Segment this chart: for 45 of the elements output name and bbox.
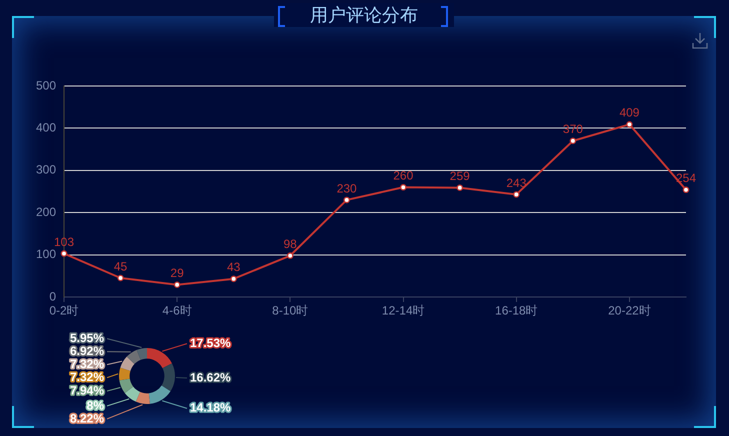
x-tick-label: 12-14时 [382,304,425,318]
data-label: 8% [86,398,104,412]
y-tick-label: 300 [36,162,56,177]
point [343,196,350,204]
data-label: 230 [336,181,358,196]
data-label: 7.32% [70,356,104,371]
y-tick-label: 0 [49,289,56,304]
data-label: 7.32% [70,370,104,384]
point [570,138,576,144]
data-label: 43 [226,260,241,274]
y-tick-label: 100 [36,247,56,262]
y-tick-label: 400 [36,120,56,135]
x-tick-label: 20-22时 [608,304,651,318]
point [456,184,464,191]
data-label: 260 [393,168,414,183]
data-label: 8.22% [70,411,104,426]
data-label: 29 [170,266,184,280]
x-tick-label: 0-2时 [49,304,79,318]
data-label: 243 [506,176,527,190]
point [513,191,520,198]
x-tick-label: 16-18时 [495,304,538,318]
x-tick-label: 4-6时 [162,304,192,318]
data-label: 259 [450,169,470,184]
point [626,121,633,128]
x-tick-label: 8-10时 [272,304,308,318]
point [60,250,68,257]
data-label: 14.18% [190,400,232,415]
data-label: 6.92% [70,344,104,358]
chart-title: 用户评论分布 [274,4,454,26]
data-label: 45 [114,259,128,274]
point [286,252,294,259]
data-label: 7.94% [70,383,104,398]
y-tick-label: 200 [36,204,56,219]
y-tick-label: 500 [36,78,56,92]
data-label: 16.62% [190,370,232,384]
data-label: 5.95% [70,330,104,345]
point [174,282,180,288]
point [400,184,407,191]
data-label: 17.53% [190,336,232,350]
point [230,276,237,282]
data-label: 98 [284,236,298,251]
point [682,186,690,194]
point [117,274,124,282]
data-label: 103 [54,234,74,249]
data-label: 409 [619,106,640,120]
